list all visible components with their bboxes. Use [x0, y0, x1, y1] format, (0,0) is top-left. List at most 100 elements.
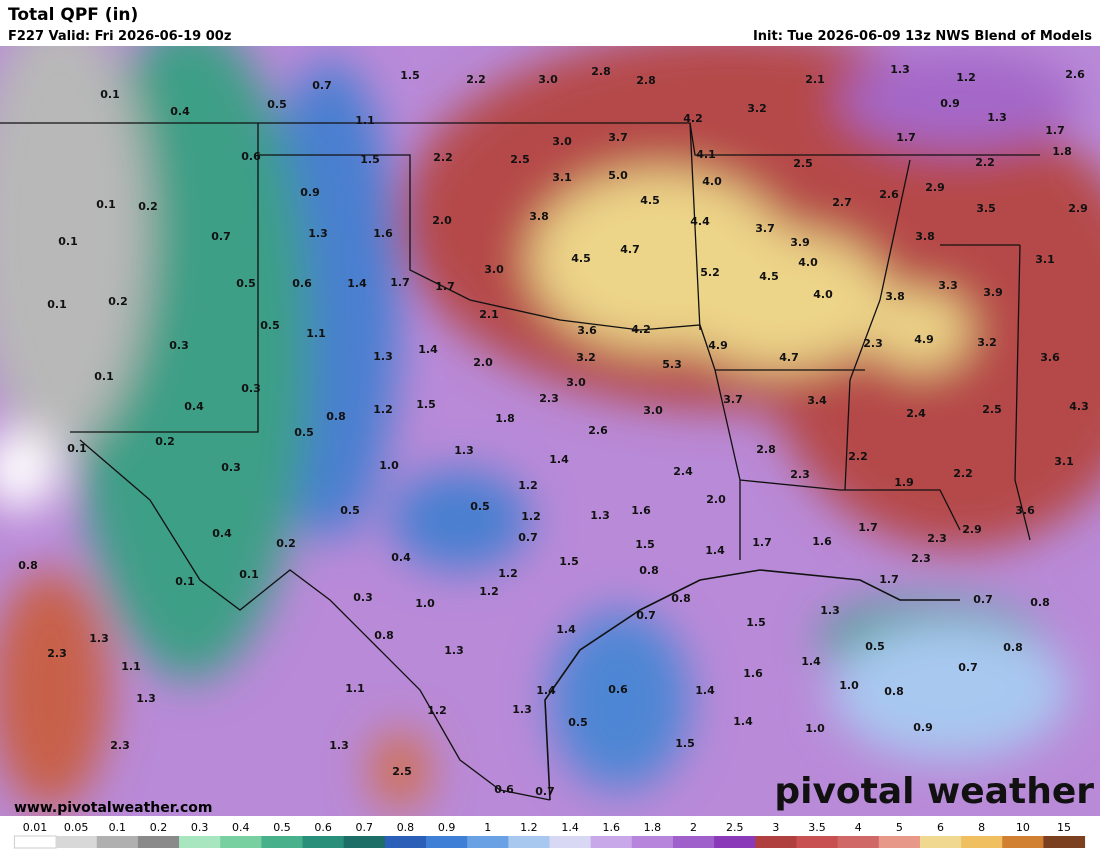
qpf-label: 3.5: [976, 202, 996, 215]
qpf-label: 4.4: [690, 215, 710, 228]
qpf-label: 0.5: [568, 716, 588, 729]
qpf-label: 2.8: [636, 74, 656, 87]
qpf-label: 0.5: [340, 504, 360, 517]
qpf-label: 1.5: [675, 737, 695, 750]
qpf-label: 2.3: [790, 468, 810, 481]
qpf-label: 1.5: [559, 555, 579, 568]
qpf-label: 4.0: [798, 256, 818, 269]
qpf-label: 1.3: [444, 644, 464, 657]
qpf-label: 3.7: [755, 222, 775, 235]
colorbar-label: 5: [896, 821, 903, 834]
qpf-label: 0.8: [1030, 596, 1050, 609]
qpf-label: 2.2: [953, 467, 973, 480]
qpf-label: 0.3: [241, 382, 261, 395]
qpf-label: 1.2: [956, 71, 976, 84]
qpf-label: 1.2: [518, 479, 538, 492]
qpf-label: 0.8: [1003, 641, 1023, 654]
qpf-label: 1.5: [635, 538, 655, 551]
qpf-label: 0.5: [865, 640, 885, 653]
qpf-label: 0.9: [913, 721, 933, 734]
colorbar-swatch: [672, 836, 715, 848]
qpf-label: 0.2: [276, 537, 296, 550]
colorbar-label: 0.7: [356, 821, 374, 834]
colorbar-swatch: [961, 836, 1003, 848]
colorbar-swatch: [631, 836, 674, 848]
qpf-label: 1.5: [746, 616, 766, 629]
qpf-label: 3.8: [915, 230, 935, 243]
qpf-label: 2.0: [432, 214, 452, 227]
colorbar-label: 3: [772, 821, 779, 834]
qpf-label: 3.7: [608, 131, 628, 144]
qpf-label: 1.1: [306, 327, 326, 340]
colorbar-swatch: [302, 836, 345, 848]
colorbar-label: 3.5: [808, 821, 826, 834]
qpf-label: 0.1: [94, 370, 114, 383]
qpf-label: 1.1: [121, 660, 141, 673]
qpf-label: 1.1: [345, 682, 365, 695]
qpf-label: 3.1: [552, 171, 572, 184]
colorbar-label: 15: [1057, 821, 1071, 834]
colorbar-swatch: [55, 836, 98, 848]
qpf-label: 1.4: [556, 623, 576, 636]
qpf-label: 1.4: [695, 684, 715, 697]
qpf-label: 0.8: [326, 410, 346, 423]
qpf-label: 2.9: [962, 523, 982, 536]
qpf-label: 2.4: [906, 407, 926, 420]
state-borders: [0, 122, 1040, 801]
qpf-label: 1.3: [890, 63, 910, 76]
qpf-label: 0.4: [170, 105, 190, 118]
qpf-label: 2.0: [473, 356, 493, 369]
qpf-label: 4.5: [571, 252, 591, 265]
qpf-label: 1.2: [427, 704, 447, 717]
colorbar-swatch: [96, 836, 139, 848]
qpf-label: 0.1: [239, 568, 259, 581]
qpf-label: 3.2: [747, 102, 767, 115]
qpf-label: 0.4: [184, 400, 204, 413]
qpf-label: 1.0: [415, 597, 435, 610]
qpf-label: 1.8: [495, 412, 515, 425]
qpf-label: 2.8: [591, 65, 611, 78]
valid-time: F227 Valid: Fri 2026-06-19 00z: [8, 29, 231, 44]
qpf-label: 0.3: [353, 591, 373, 604]
qpf-label: 5.3: [662, 358, 682, 371]
colorbar-swatch: [755, 836, 797, 848]
qpf-label: 0.4: [391, 551, 411, 564]
qpf-label: 1.2: [498, 567, 518, 580]
website: www.pivotalweather.com: [14, 800, 213, 816]
qpf-label: 0.6: [292, 277, 312, 290]
qpf-label: 0.1: [47, 298, 67, 311]
colorbar-swatch: [549, 836, 592, 848]
qpf-label: 3.3: [938, 279, 958, 292]
qpf-label: 4.7: [779, 351, 799, 364]
colorbar-swatch: [837, 836, 880, 848]
qpf-label: 0.1: [58, 235, 78, 248]
colorbar-label: 1.4: [561, 821, 579, 834]
qpf-label: 1.3: [329, 739, 349, 752]
qpf-label: 1.2: [521, 510, 541, 523]
qpf-label: 3.0: [484, 263, 504, 276]
qpf-label: 0.5: [236, 277, 256, 290]
colorbar-swatch: [137, 836, 180, 848]
qpf-label: 1.5: [416, 398, 436, 411]
qpf-label: 0.7: [211, 230, 231, 243]
qpf-label: 4.2: [631, 323, 651, 336]
qpf-label: 3.0: [552, 135, 572, 148]
qpf-label: 0.8: [671, 592, 691, 605]
colorbar: 0.01 0.05 0.1 0.2 0.3 0.4 0.5 0.6 0.7 0.8 0.9 1 1.2 1…: [0, 816, 1100, 850]
qpf-label: 0.8: [18, 559, 38, 572]
qpf-label: 1.5: [400, 69, 420, 82]
qpf-label: 3.1: [1054, 455, 1074, 468]
colorbar-label: 1.2: [520, 821, 538, 834]
qpf-label: 1.6: [631, 504, 651, 517]
qpf-label: 2.9: [925, 181, 945, 194]
qpf-label: 2.6: [879, 188, 899, 201]
qpf-label: 3.2: [977, 336, 997, 349]
qpf-label: 2.5: [510, 153, 530, 166]
qpf-label: 1.8: [1052, 145, 1072, 158]
qpf-label: 2.5: [392, 765, 412, 778]
qpf-label: 1.7: [390, 276, 410, 289]
qpf-label: 4.5: [759, 270, 779, 283]
qpf-label: 0.2: [108, 295, 128, 308]
map-title: Total QPF (in): [8, 5, 138, 25]
qpf-label: 0.3: [169, 339, 189, 352]
